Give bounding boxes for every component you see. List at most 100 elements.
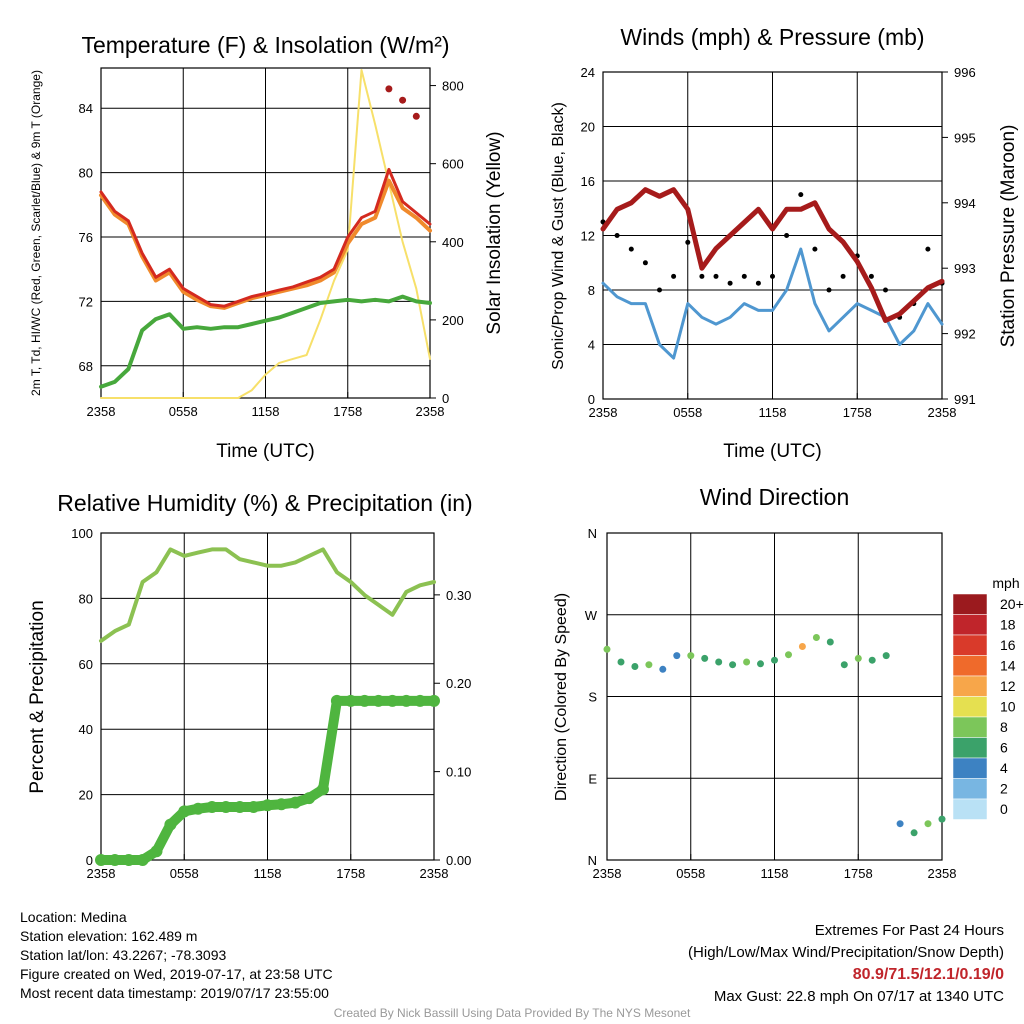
x-tick-label: 2358 [420,866,449,881]
gust-point [784,233,790,238]
x-tick-label: 2358 [928,405,957,420]
colorbar-swatch [952,634,988,656]
y2-tick-label: 0.00 [446,853,471,868]
temperature-panel: 2358 0558 1158 1758 2358 68 72 76 80 84 0 200 400 600… [29,32,505,462]
chart-title: Relative Humidity (%) & Precipitation (i… [57,490,472,516]
precip-point [358,694,371,707]
colorbar-label: 18 [1000,617,1016,633]
colorbar-title: mph [992,575,1019,591]
chart-title: Temperature (F) & Insolation (W/m²) [81,32,449,58]
precip-point [414,694,427,707]
chart-title: Wind Direction [700,484,850,510]
y2-tick-label: 0.30 [446,588,471,603]
y2-tick-label: 991 [954,392,976,407]
precip-point [317,783,329,796]
y2-tick-label: 400 [442,235,464,250]
direction-point [826,638,834,646]
x-tick-label: 1158 [761,866,789,881]
y-tick-label: E [588,771,597,786]
x-tick-label: 2358 [589,405,618,420]
colorbar-swatch [952,798,988,820]
precip-point [136,854,149,866]
direction-point [757,660,764,668]
y-tick-label: 76 [79,230,93,245]
y2-tick-label: 0 [442,391,449,406]
colorbar-swatch [952,675,988,697]
y2-tick-label: 993 [954,261,976,276]
direction-point [854,654,862,662]
temperature-9m-series [99,178,432,310]
y-tick-label: 20 [79,788,93,803]
direction-point [868,656,876,664]
y2-tick-label: 0.20 [446,676,471,691]
latlon-text: Station lat/lon: 43.2267; -78.3093 [20,947,227,963]
precip-point [344,694,357,707]
humidity-panel: 2358 0558 1158 1758 23580204060801000.000.10… [27,490,473,881]
y-tick-label: 20 [581,120,595,135]
y-tick-label: 100 [71,526,93,541]
direction-point [617,658,625,666]
pressure-series [600,187,945,323]
y-tick-label: W [585,608,598,623]
colorbar-label: 0 [1000,801,1008,817]
x-tick-label: 0558 [170,866,199,881]
gust-point [642,260,648,266]
gust-point [713,273,719,279]
gust-point [868,273,874,279]
y-tick-label: 0 [86,853,93,868]
precip-point [386,694,399,707]
precip-point [150,845,163,858]
gust-point [614,233,620,238]
precip-point [178,805,191,818]
colorbar-label: 8 [1000,719,1008,735]
y-tick-label: 8 [588,283,595,298]
precip-point [247,801,260,813]
y-tick-label: 80 [79,591,93,606]
y-axis-label: Percent & Precipitation [27,600,48,793]
max-gust-text: Max Gust: 22.8 mph On 07/17 at 1340 UTC [713,988,1004,1005]
x-tick-label: 2358 [928,866,957,881]
direction-point [896,820,904,828]
y-tick-label: 0 [588,392,595,407]
y-tick-label: 68 [79,359,93,374]
y-tick-label: S [588,690,597,705]
y2-axis-label: Solar Insolation (Yellow) [484,131,505,334]
gust-point [741,273,747,279]
gust-point [883,287,888,293]
y-tick-label: 16 [581,174,595,189]
y2-tick-label: 994 [954,196,976,211]
x-tick-label: 0558 [169,404,198,419]
station-info: Location: Medina Station elevation: 162.… [20,908,333,1003]
direction-point [812,634,820,641]
direction-point [785,651,792,659]
colorbar-swatch [952,696,988,718]
rh-series [99,547,436,643]
colorbar: mph 20+ 18 16 14 12 10 8 6 4 2 0 [952,575,1024,820]
y2-tick-label: 0.10 [446,765,471,780]
x-tick-label: 1758 [333,404,362,419]
heat-index-point [399,96,407,104]
heat-index-point [412,112,420,120]
precip-point [192,802,205,815]
precip-point [261,799,274,812]
colorbar-label: 20+ [1000,596,1024,612]
colorbar-label: 14 [1000,658,1016,674]
x-tick-label: 0558 [673,405,702,420]
y2-tick-label: 200 [442,313,464,328]
x-tick-label: 2358 [87,866,116,881]
gust-point [699,273,705,279]
x-tick-label: 1758 [843,405,872,420]
direction-point [603,645,611,653]
precip-point [122,854,135,866]
x-tick-label: 1158 [252,404,280,419]
extremes-subtitle: (High/Low/Max Wind/Precipitation/Snow De… [688,944,1004,961]
colorbar-swatch [952,614,988,636]
x-tick-label: 2358 [416,404,445,419]
gust-point [657,287,662,293]
heat-index-point [385,85,393,93]
colorbar-label: 16 [1000,637,1016,653]
y-tick-label: 60 [79,657,93,672]
colorbar-swatch [952,655,988,677]
x-tick-label: 2358 [593,866,622,881]
